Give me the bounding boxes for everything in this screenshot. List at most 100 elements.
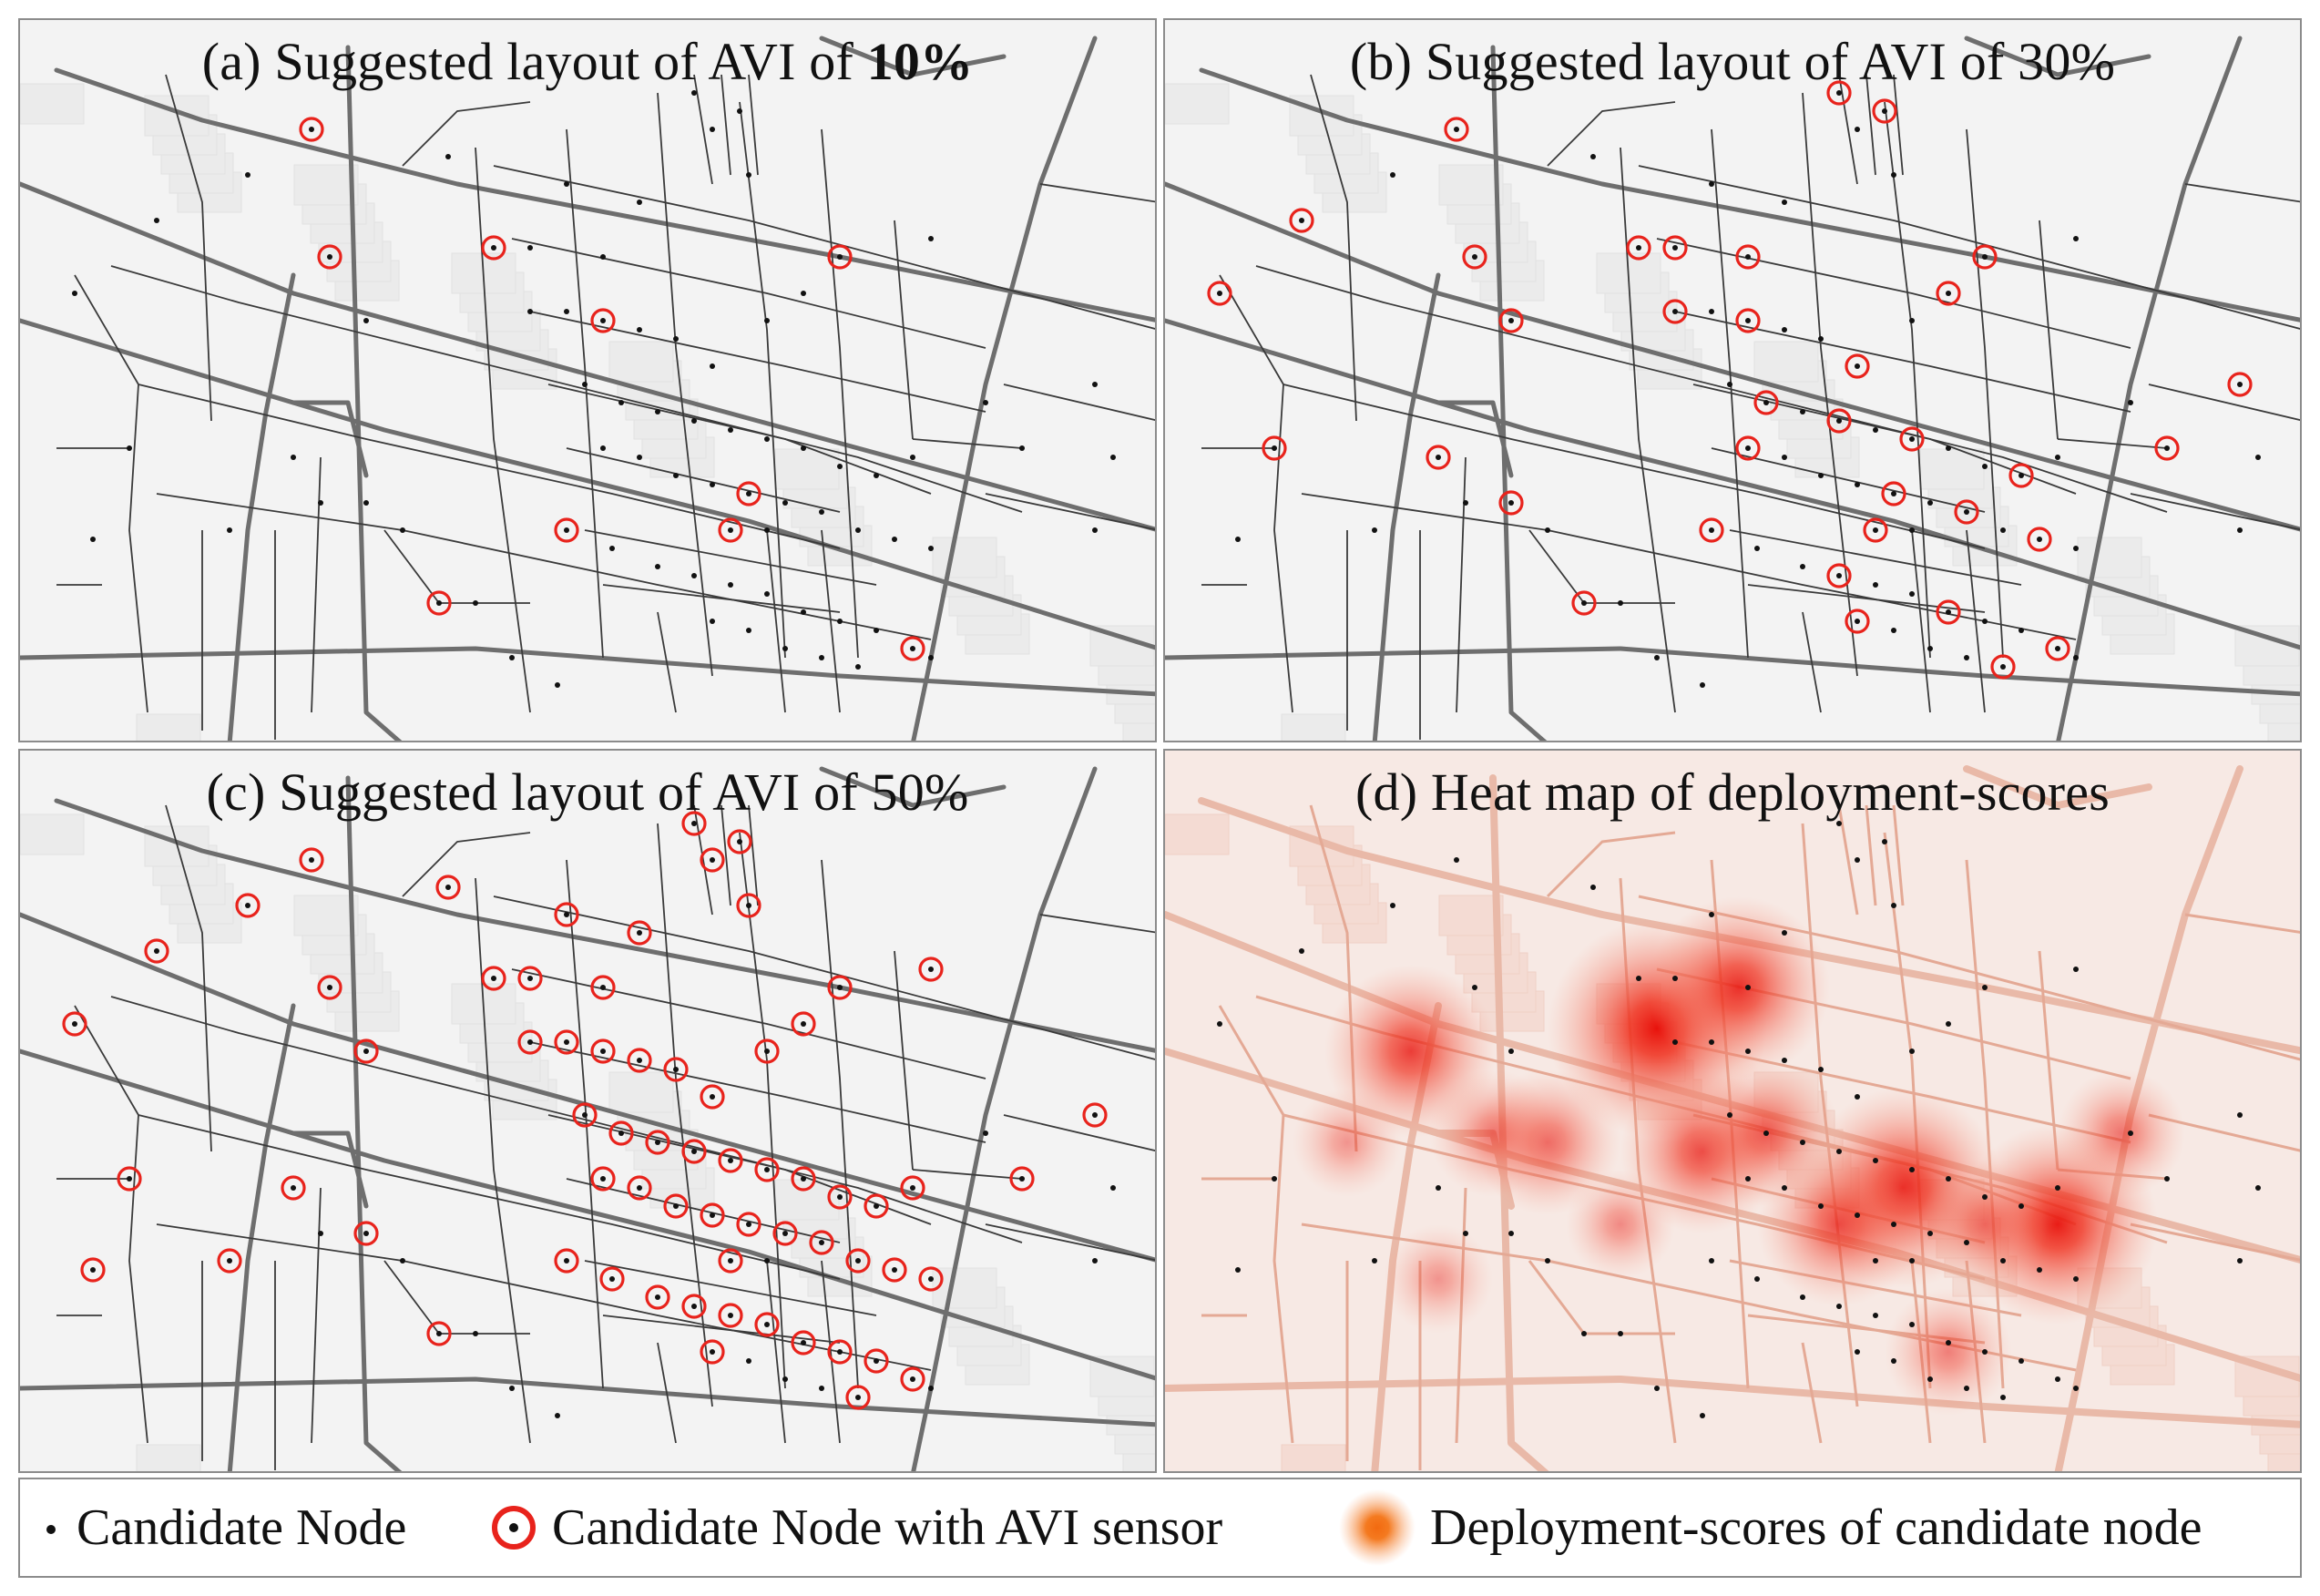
sensor-node <box>1498 308 1524 333</box>
candidate-node <box>928 1386 934 1391</box>
candidate-node <box>1727 1112 1732 1118</box>
sensor-node <box>1262 435 1287 461</box>
major-roads <box>1165 36 2300 741</box>
sensor-node-center <box>691 1304 697 1309</box>
sensor-node-center <box>564 1258 569 1264</box>
sensor-node <box>900 636 925 661</box>
sensor-node <box>700 847 725 873</box>
sensor-node <box>754 1038 780 1064</box>
candidate-node <box>1654 1386 1660 1391</box>
sensor-node <box>235 893 261 918</box>
candidate-node <box>1654 655 1660 660</box>
sensor-node-center <box>154 948 159 954</box>
sensor-node-center <box>673 1067 679 1072</box>
sensor-node-center <box>436 1331 442 1336</box>
sensor-node-center <box>527 976 533 981</box>
candidate-node <box>600 445 606 451</box>
map-b <box>1165 20 2300 741</box>
candidate-nodes <box>1207 80 2261 688</box>
candidate-node <box>728 427 733 433</box>
sensor-node-center <box>1272 445 1277 451</box>
heat-blobs <box>1293 896 2185 1416</box>
candidate-node <box>1235 1267 1241 1273</box>
sensor-node <box>1462 244 1487 270</box>
candidate-node <box>1709 309 1714 314</box>
sensor-node-center <box>1946 609 1951 615</box>
sensor-node-center <box>819 1240 824 1245</box>
heat-blob <box>1566 1170 1675 1279</box>
sensor-node <box>2027 527 2052 552</box>
candidate-node <box>728 582 733 588</box>
candidate-node <box>855 527 861 533</box>
sensor-node <box>918 957 944 982</box>
heat-blob <box>1885 1288 2012 1416</box>
candidate-node <box>691 90 697 96</box>
sensor-node <box>2227 372 2253 397</box>
candidate-node <box>2128 1130 2133 1136</box>
sensor-node-center <box>655 1294 660 1300</box>
sensor-node-center <box>582 1112 588 1118</box>
candidate-node <box>1782 1058 1787 1063</box>
candidate-node <box>2073 1386 2079 1391</box>
candidate-node <box>1390 903 1395 908</box>
candidate-node <box>1782 930 1787 936</box>
candidate-node <box>90 537 96 542</box>
candidate-node <box>2237 1258 2243 1264</box>
candidate-nodes <box>72 90 1116 688</box>
sensor-node <box>1954 499 1979 525</box>
candidate-node <box>527 245 533 251</box>
candidate-node <box>1508 1049 1514 1054</box>
candidate-node <box>2000 1395 2006 1400</box>
candidate-node <box>1709 1258 1714 1264</box>
sensor-node <box>627 1048 652 1073</box>
map-a <box>20 20 1155 741</box>
sensor-node <box>845 1385 871 1410</box>
candidate-node <box>1982 1349 1988 1355</box>
sensor-node-center <box>1581 600 1587 606</box>
sensor-node <box>718 1303 743 1328</box>
candidate-node <box>1891 903 1896 908</box>
sensor-node-center <box>801 1340 806 1345</box>
sensor-node <box>754 1312 780 1337</box>
candidate-node <box>1855 857 1860 863</box>
candidate-node <box>2073 967 2079 972</box>
sensor-node <box>1753 390 1779 415</box>
sensor-node <box>1289 208 1314 233</box>
candidate-node <box>1672 976 1678 981</box>
sensor-node <box>663 1057 689 1082</box>
candidate-node <box>2255 1185 2261 1191</box>
sensor-node <box>700 1202 725 1228</box>
heat-blob <box>1384 1224 1493 1334</box>
sensor-node <box>681 811 707 836</box>
sensor-node <box>353 1221 379 1246</box>
sensor-node-center <box>1836 418 1842 424</box>
sensor-node-center <box>1964 509 1969 515</box>
sensor-node <box>554 517 579 543</box>
candidate-node <box>564 309 569 314</box>
candidate-node <box>509 655 515 660</box>
heat-blob <box>1648 896 1830 1079</box>
candidate-node <box>1700 682 1705 688</box>
sensor-node <box>317 975 342 1000</box>
sensor-node-center <box>728 1258 733 1264</box>
sensor-node-center <box>1217 291 1222 296</box>
sensor-node <box>1826 80 1852 106</box>
city-blocks <box>20 83 1155 741</box>
sensor-node-center <box>655 1140 660 1145</box>
sensor-node-center <box>1672 309 1678 314</box>
sensor-node-center <box>1092 1112 1098 1118</box>
sensor-node <box>1571 590 1597 616</box>
sensor-node-center <box>746 491 751 496</box>
candidate-node <box>509 1386 515 1391</box>
sensor-node <box>217 1248 242 1274</box>
candidate-node <box>1745 1049 1751 1054</box>
sensor-node-center <box>728 1158 733 1163</box>
candidate-node <box>2000 1258 2006 1264</box>
sensor-node-center <box>764 1167 770 1172</box>
sensor-node <box>117 1166 142 1192</box>
sensor-node <box>700 1339 725 1365</box>
candidate-node <box>1110 1185 1116 1191</box>
candidate-node <box>983 400 988 405</box>
sensor-node-center <box>782 1231 788 1236</box>
candidate-node <box>2037 1267 2042 1273</box>
